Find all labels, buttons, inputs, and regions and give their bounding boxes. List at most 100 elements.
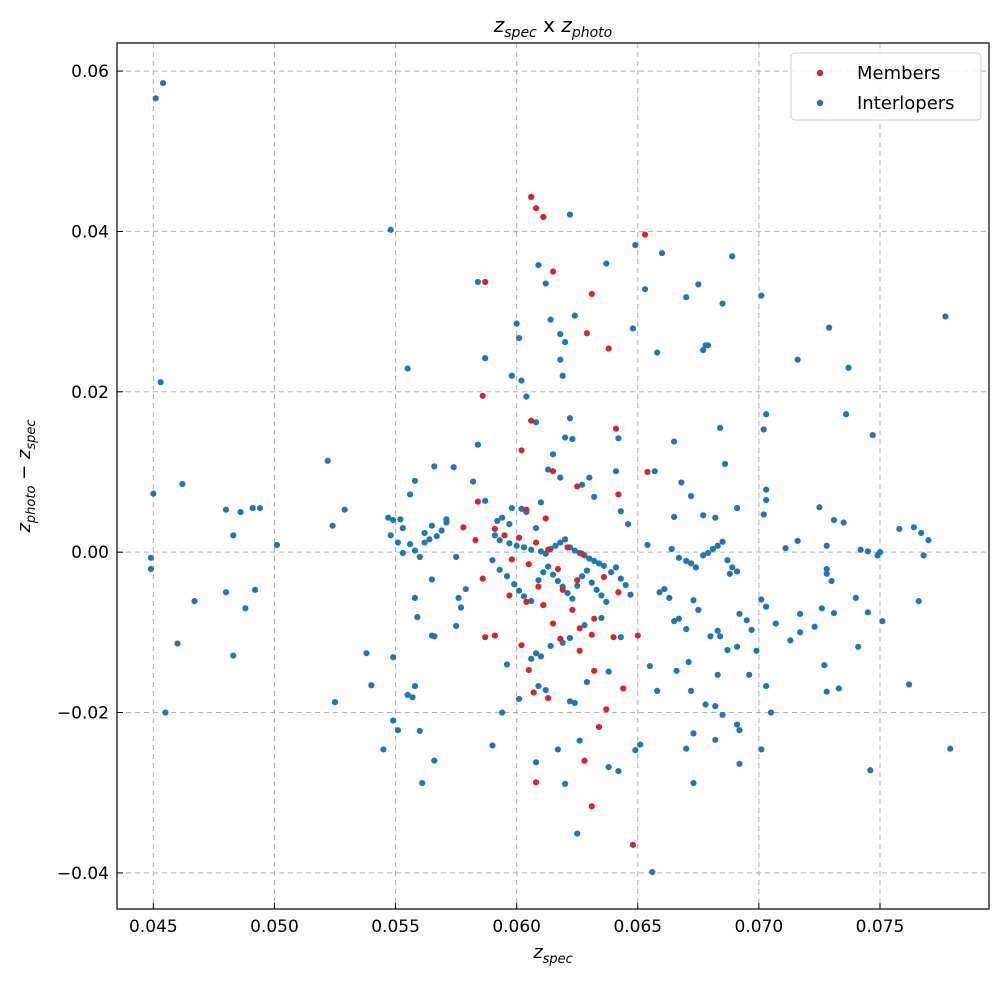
members-point [460,524,467,531]
interlopers-point [566,211,574,218]
interlopers-point [222,506,230,513]
interlopers-point [583,678,591,686]
interlopers-point [622,581,629,589]
interlopers-point [419,780,426,787]
interlopers-point [559,372,566,379]
interlopers-point [920,552,927,559]
interlopers-point [578,481,586,488]
interlopers-point [159,79,167,87]
interlopers-point [704,342,712,349]
interlopers-point [758,746,765,753]
interlopers-point [404,691,411,699]
interlopers-point [428,522,435,529]
interlopers-point [758,292,765,299]
legend-label-members: Members [857,63,940,84]
members-point [540,601,547,609]
interlopers-point [700,347,707,354]
members-point [581,757,588,764]
members-point [532,539,540,546]
interlopers-point [709,545,716,553]
members-point [574,577,581,584]
interlopers-point [816,504,823,511]
x-tick-label: 0.050 [250,917,299,937]
legend-label-interlopers: Interlopers [857,93,955,114]
members-point [634,632,641,639]
members-point [615,491,622,498]
members-point [540,213,547,221]
members-point [620,685,627,692]
members-point [545,546,552,553]
members-point [508,556,515,563]
interlopers-point [428,576,435,583]
interlopers-point [925,537,932,544]
members-point [591,615,598,622]
interlopers-point [714,671,721,678]
members-point [472,537,479,544]
interlopers-point [404,365,411,372]
interlopers-point [733,568,741,575]
interlopers-point [426,536,433,543]
interlopers-point [687,492,695,500]
interlopers-point [796,610,804,618]
interlopers-point [612,564,620,571]
interlopers-point [695,281,702,288]
interlopers-point [554,577,561,585]
interlopers-point [494,517,501,525]
interlopers-point [671,513,678,520]
y-tick-label: 0.00 [71,543,109,563]
interlopers-point [702,701,709,708]
x-axis-label: zspec [532,942,573,967]
interlopers-point [237,508,244,516]
interlopers-point [746,671,753,678]
interlopers-point [700,512,707,519]
interlopers-point [763,682,770,690]
axis-ticks: 0.045 0.050 0.055 0.060 0.065 0.070 0.075 −0.04… [57,62,904,937]
interlopers-point [876,549,884,556]
interlopers-point [714,542,721,549]
interlopers-point [242,605,249,612]
members-point [479,392,486,399]
interlopers-point [547,316,554,323]
interlopers-point [671,618,678,625]
interlopers-point [736,760,743,767]
y-tick-label: 0.04 [71,222,109,242]
interlopers-point [453,622,460,630]
interlopers-point [729,253,736,260]
interlopers-point [617,634,624,641]
interlopers-point [564,589,571,597]
interlopers-point [736,727,743,734]
interlopers-point [496,566,503,573]
interlopers-point [506,540,513,547]
interlopers-point [331,699,339,706]
interlopers-point [864,609,871,616]
interlopers-point [910,524,918,531]
interlopers-point [496,537,503,544]
interlopers-point [796,629,804,636]
y-tick-label: −0.02 [57,704,109,724]
interlopers-point [515,587,523,594]
interlopers-point [566,415,574,422]
interlopers-point [528,655,535,662]
interlopers-point [174,640,181,647]
x-tick-label: 0.055 [371,917,420,937]
y-tick-label: 0.02 [71,383,109,403]
interlopers-point [826,324,833,331]
interlopers-point [646,662,653,670]
interlopers-point [733,643,741,650]
interlopers-point [641,286,649,293]
members-point [501,532,508,539]
interlopers-point [385,514,392,521]
interlopers-point [532,759,540,766]
interlopers-point [683,557,690,565]
members-point [583,330,591,337]
interlopers-point [491,532,498,539]
interlopers-point [763,486,770,493]
interlopers-point [821,662,828,669]
interlopers-point [671,438,678,445]
interlopers-point [411,594,419,601]
interlopers-point [251,586,259,593]
interlopers-point [617,575,624,582]
interlopers-point [489,742,496,749]
interlopers-point [683,745,690,752]
interlopers-point [598,614,605,622]
